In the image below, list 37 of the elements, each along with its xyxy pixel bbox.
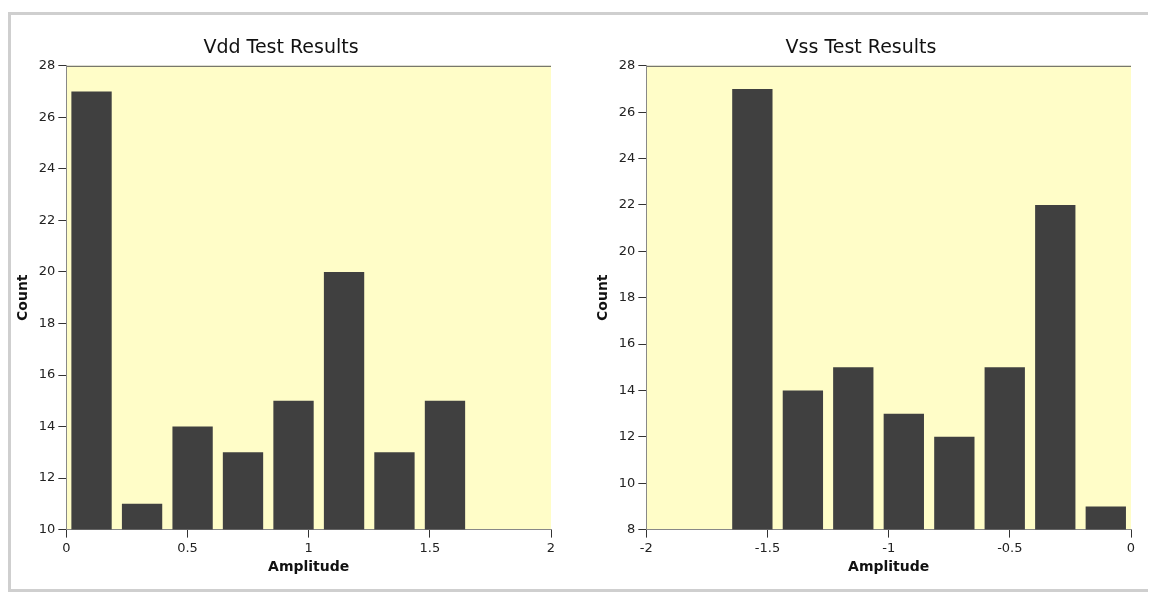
y-tick-label: 10 [618,474,636,490]
x-axis-title: Amplitude [268,558,350,575]
x-tick-label: -1.5 [754,539,781,555]
y-tick-label: 22 [38,211,56,227]
y-tick-label: 18 [38,314,56,330]
y-tick-label: 12 [618,428,636,444]
x-tick-label: 2 [546,539,556,555]
x-tick-label: 0.5 [177,539,198,555]
y-tick-label: 20 [618,242,636,258]
y-tick-label: 14 [618,381,636,397]
x-tick-label: 0 [1126,539,1136,555]
y-tick-label: 26 [38,108,56,124]
y-tick-label: 24 [38,160,56,176]
y-tick-label: 16 [38,366,56,382]
x-tick-label: -2 [639,539,653,555]
chart-title: Vdd Test Results [203,35,359,58]
y-tick-label: 20 [38,263,56,279]
y-tick-label: 24 [618,149,636,165]
y-tick-label: 18 [618,289,636,305]
y-tick-label: 28 [618,57,636,73]
chart-title: Vss Test Results [785,35,937,58]
x-tick-label: 0 [62,539,71,555]
y-tick-label: 10 [38,520,56,536]
y-tick-label: 14 [38,417,56,433]
y-axis-title: Count [14,274,31,321]
y-tick-label: 22 [618,196,636,212]
x-tick-label: 1 [304,539,313,555]
y-tick-label: 28 [38,57,56,73]
y-tick-label: 26 [618,103,636,119]
y-tick-label: 8 [627,520,636,536]
x-tick-label: -0.5 [997,539,1023,555]
y-tick-label: 16 [618,335,636,351]
x-tick-label: 1.5 [419,539,441,555]
x-tick-label: -1 [882,539,896,555]
x-axis-title: Amplitude [848,558,930,575]
y-axis-title: Count [594,274,611,321]
y-tick-label: 12 [38,469,56,485]
